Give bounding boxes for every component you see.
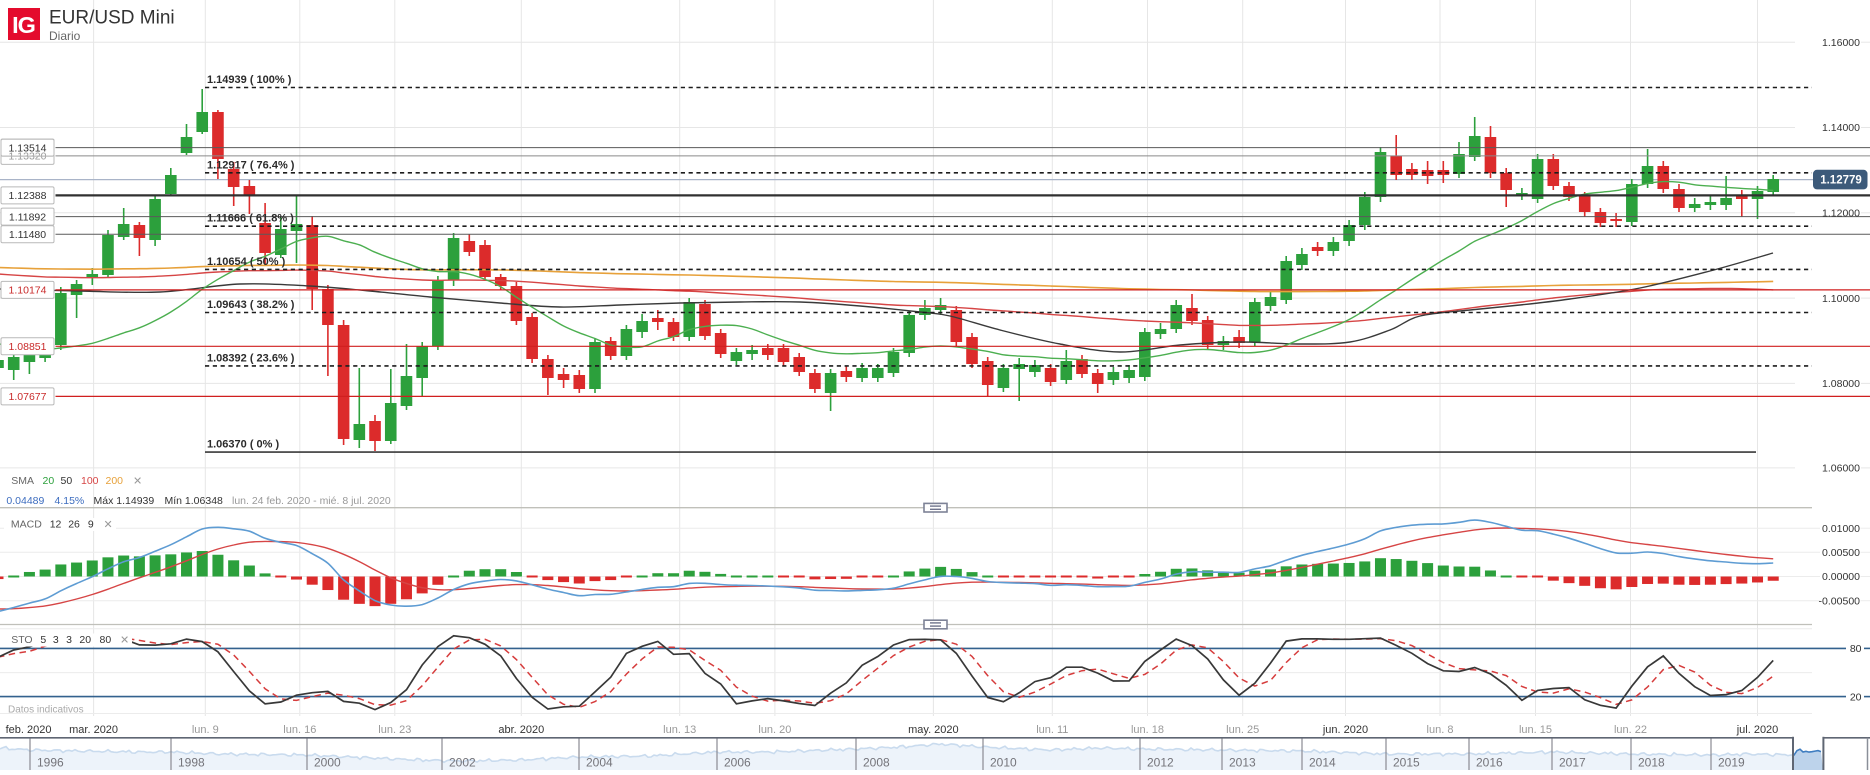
svg-text:✕: ✕: [104, 519, 113, 531]
svg-text:200: 200: [106, 475, 124, 487]
svg-text:12: 12: [50, 519, 62, 531]
svg-text:2008: 2008: [863, 756, 890, 770]
svg-text:Máx 1.14939: Máx 1.14939: [94, 495, 155, 507]
svg-text:lun. 25: lun. 25: [1226, 724, 1259, 736]
svg-text:1.06000: 1.06000: [1822, 463, 1860, 475]
svg-text:1.08000: 1.08000: [1822, 378, 1860, 390]
svg-text:80: 80: [100, 634, 112, 646]
svg-text:50: 50: [61, 475, 73, 487]
svg-text:lun. 8: lun. 8: [1427, 724, 1454, 736]
svg-text:abr. 2020: abr. 2020: [498, 724, 544, 736]
svg-text:1998: 1998: [178, 756, 205, 770]
svg-text:2000: 2000: [314, 756, 341, 770]
svg-text:1.09643 ( 38.2% ): 1.09643 ( 38.2% ): [207, 299, 295, 311]
svg-text:1.10000: 1.10000: [1822, 293, 1860, 305]
svg-text:9: 9: [88, 519, 94, 531]
svg-text:1.12917 ( 76.4% ): 1.12917 ( 76.4% ): [207, 159, 295, 171]
svg-text:IG: IG: [12, 12, 35, 38]
svg-text:lun. 18: lun. 18: [1131, 724, 1164, 736]
svg-text:1.10654 ( 50% ): 1.10654 ( 50% ): [207, 256, 286, 268]
svg-text:0.00000: 0.00000: [1822, 571, 1860, 583]
svg-text:80: 80: [1850, 643, 1862, 655]
svg-text:1.11892: 1.11892: [9, 211, 46, 223]
svg-text:3: 3: [53, 634, 59, 646]
svg-text:100: 100: [81, 475, 99, 487]
svg-text:20: 20: [1850, 691, 1862, 703]
svg-text:0.01000: 0.01000: [1822, 523, 1860, 535]
svg-text:2019: 2019: [1718, 756, 1745, 770]
svg-text:1.14939 ( 100% ): 1.14939 ( 100% ): [207, 74, 292, 86]
svg-text:1.13514: 1.13514: [9, 142, 47, 154]
svg-text:2016: 2016: [1476, 756, 1503, 770]
svg-text:✕: ✕: [133, 476, 142, 488]
svg-text:STO: STO: [11, 634, 32, 646]
svg-text:jun. 2020: jun. 2020: [1322, 724, 1368, 736]
svg-text:2010: 2010: [990, 756, 1017, 770]
svg-text:1.06370 ( 0% ): 1.06370 ( 0% ): [207, 439, 279, 451]
svg-text:1.12779: 1.12779: [1820, 174, 1862, 186]
svg-text:lun. 23: lun. 23: [378, 724, 411, 736]
svg-text:jul. 2020: jul. 2020: [1736, 724, 1779, 736]
svg-text:20: 20: [79, 634, 91, 646]
svg-text:1.08851: 1.08851: [9, 341, 47, 353]
svg-text:1.10174: 1.10174: [9, 285, 47, 297]
svg-text:lun. 16: lun. 16: [283, 724, 316, 736]
svg-text:1.07677: 1.07677: [9, 391, 47, 403]
svg-text:1.12000: 1.12000: [1822, 208, 1860, 220]
svg-text:Mín 1.06348: Mín 1.06348: [165, 495, 224, 507]
svg-text:may. 2020: may. 2020: [908, 724, 959, 736]
svg-text:1.14000: 1.14000: [1822, 122, 1860, 134]
svg-text:2012: 2012: [1147, 756, 1174, 770]
svg-text:Diario: Diario: [49, 29, 81, 43]
svg-text:0.00500: 0.00500: [1822, 547, 1860, 559]
svg-text:EUR/USD Mini: EUR/USD Mini: [49, 8, 175, 29]
svg-text:lun. 22: lun. 22: [1614, 724, 1647, 736]
svg-text:2014: 2014: [1309, 756, 1336, 770]
svg-text:1.11666 ( 61.8% ): 1.11666 ( 61.8% ): [207, 213, 294, 225]
svg-text:3: 3: [66, 634, 72, 646]
svg-text:mar. 2020: mar. 2020: [69, 724, 118, 736]
svg-text:feb. 2020: feb. 2020: [6, 724, 52, 736]
svg-text:lun. 20: lun. 20: [758, 724, 791, 736]
svg-text:2018: 2018: [1638, 756, 1665, 770]
svg-text:1996: 1996: [37, 756, 64, 770]
svg-text:5: 5: [40, 634, 46, 646]
svg-text:lun. 13: lun. 13: [663, 724, 696, 736]
svg-text:2002: 2002: [449, 756, 476, 770]
svg-text:1.11480: 1.11480: [9, 229, 46, 241]
svg-text:lun. 15: lun. 15: [1519, 724, 1552, 736]
svg-text:2017: 2017: [1559, 756, 1586, 770]
svg-text:SMA: SMA: [11, 475, 34, 487]
svg-text:lun. 11: lun. 11: [1036, 724, 1068, 736]
svg-text:2013: 2013: [1229, 756, 1256, 770]
svg-text:Datos indicativos: Datos indicativos: [8, 705, 84, 716]
svg-text:2015: 2015: [1393, 756, 1420, 770]
svg-text:lun. 24 feb. 2020 - mié. 8 jul: lun. 24 feb. 2020 - mié. 8 jul. 2020: [232, 495, 391, 507]
svg-text:2004: 2004: [586, 756, 613, 770]
svg-text:26: 26: [68, 519, 80, 531]
svg-text:2006: 2006: [724, 756, 751, 770]
svg-text:✕: ✕: [120, 635, 129, 647]
svg-text:MACD: MACD: [11, 519, 42, 531]
svg-text:20: 20: [43, 475, 55, 487]
svg-text:1.08392 ( 23.6% ): 1.08392 ( 23.6% ): [207, 352, 295, 364]
svg-text:4.15%: 4.15%: [55, 495, 85, 507]
svg-text:1.12388: 1.12388: [9, 190, 47, 202]
svg-text:-0.00500: -0.00500: [1819, 595, 1861, 607]
svg-text:1.16000: 1.16000: [1822, 37, 1860, 49]
svg-text:0.04489: 0.04489: [6, 495, 44, 507]
svg-text:lun. 9: lun. 9: [192, 724, 219, 736]
